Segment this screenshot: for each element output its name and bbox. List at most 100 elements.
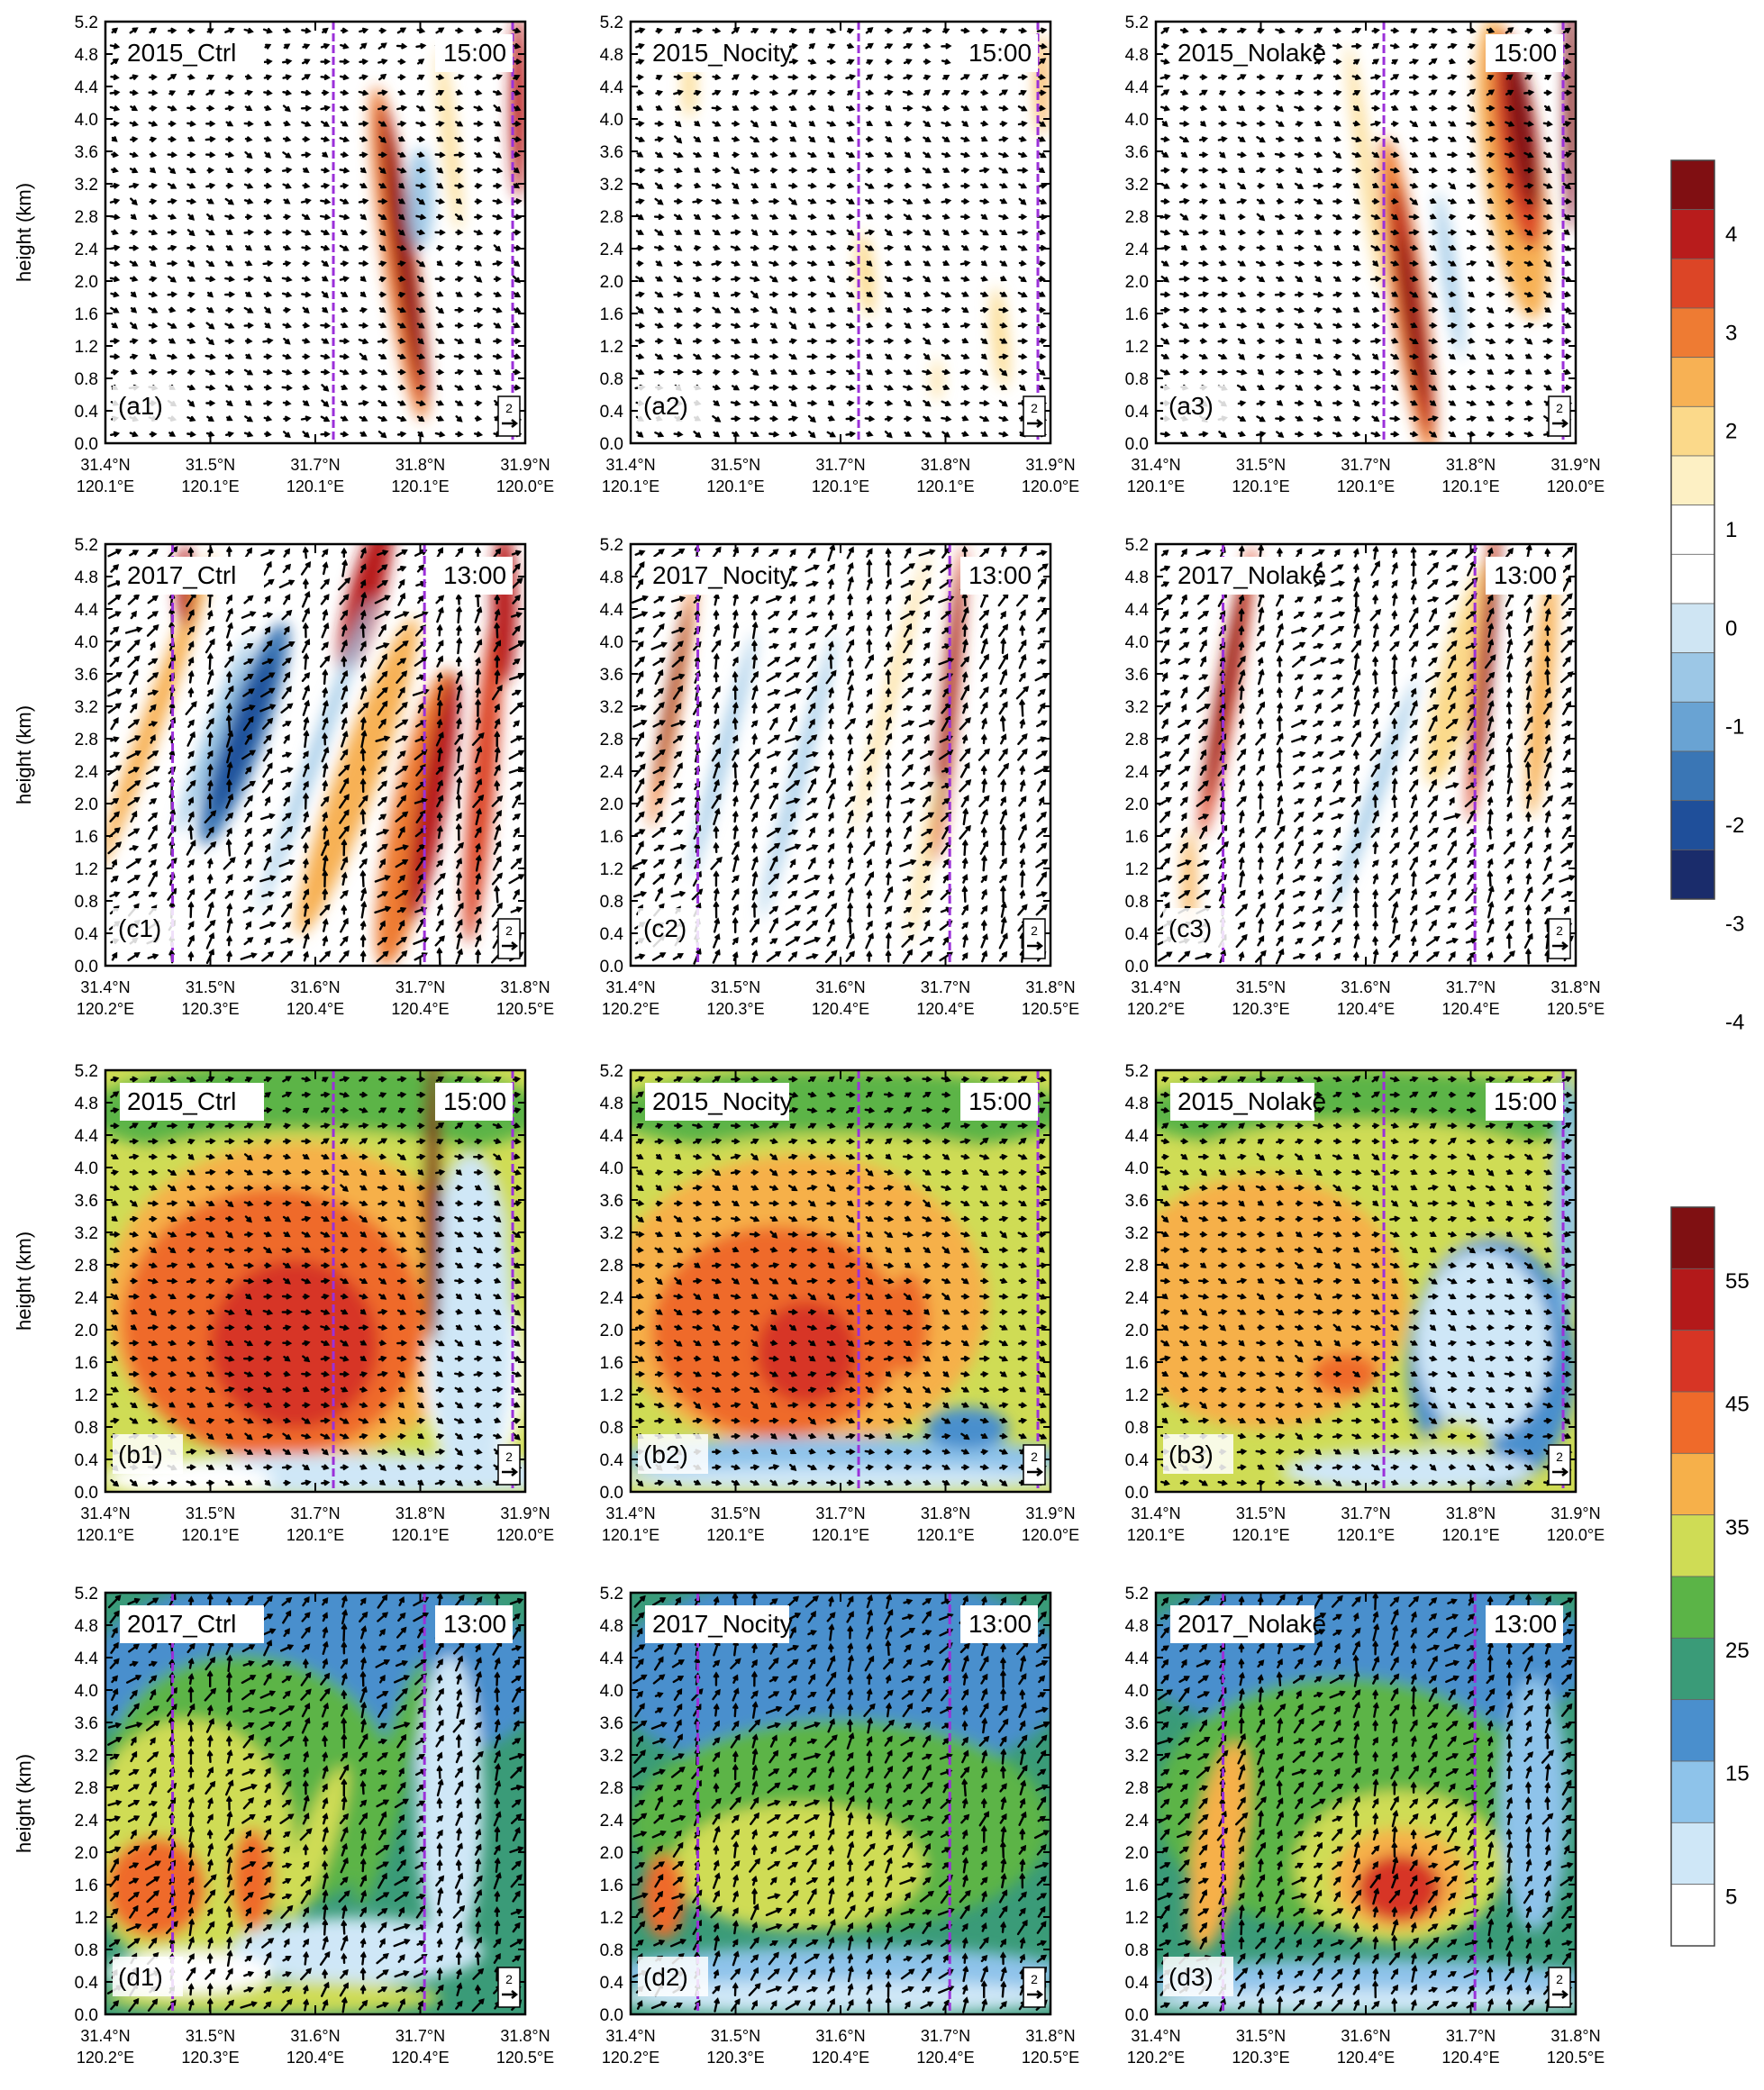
colorbar-segment [1670,849,1715,900]
case-label-box [1170,557,1314,595]
y-tick-label: 1.6 [600,1876,623,1895]
shaded-field [631,1070,1050,1492]
panel-row-c: height (km) 5.2 4.8 4.4 4.0 3.6 3.2 2.8 2.4 2.0 1.… [13,536,1605,1018]
x-tick-label-lat: 31.8°N [921,1504,970,1522]
reference-vector-value: 2 [1556,1449,1563,1464]
y-tick-label: 0.4 [1125,1974,1150,1993]
panel-letter: (d2) [643,1963,688,1991]
panel-d2: 5.2 4.8 4.4 4.0 3.6 3.2 2.8 2.4 2.0 1.6 1.2 0.8 0.4 0… [600,1585,1080,2067]
wind-vectors [109,27,523,439]
field-contour [938,569,962,822]
x-tick-label-lon: 120.1°E [286,477,344,495]
y-tick-label: 4.8 [1125,46,1149,65]
time-label: 15:00 [1494,39,1557,67]
y-tick-label: 2.0 [75,1844,98,1863]
colorbar-segment [1670,1760,1715,1823]
y-tick-label: 3.2 [600,176,623,195]
panel-letter: (d3) [1168,1963,1214,1991]
y-tick-label: 0.4 [75,1451,99,1470]
y-tick-label: 2.0 [1125,1844,1149,1863]
reference-vector-value: 2 [505,923,513,938]
y-tick-label: 1.2 [1125,860,1149,879]
x-tick-label-lon: 120.4°E [916,1000,974,1018]
x-tick-label-lat: 31.5°N [711,456,760,474]
y-tick-label: 1.2 [75,338,98,357]
y-tick-label: 0.0 [75,1484,98,1503]
case-label: 2017_Ctrl [127,561,236,589]
field-contour [1281,1449,1534,1492]
field-contour [406,672,459,922]
reference-vector-arrow [1552,419,1569,428]
y-tick-label: 4.0 [75,111,98,130]
x-tick-label-lon: 120.0°E [1022,1526,1079,1544]
y-axis-label: height (km) [13,183,35,282]
x-tick-label-lat: 31.8°N [396,1504,445,1522]
x-tick-label-lat: 31.5°N [1236,1504,1286,1522]
y-tick-label: 3.2 [1125,698,1149,717]
x-tick-label-lon: 120.4°E [812,1000,869,1018]
x-tick-label-lat: 31.5°N [1236,2027,1286,2045]
time-label: 13:00 [968,561,1032,589]
colorbar-segment [1670,1206,1715,1269]
x-tick-label-lat: 31.7°N [396,2027,445,2045]
colorbar-segment [1670,405,1715,457]
reference-vector-arrow [1552,941,1569,950]
time-label: 15:00 [1494,1087,1557,1115]
x-tick-label-lon: 120.2°E [602,1000,659,1018]
field-contour [385,128,423,379]
y-tick-label: 2.4 [75,241,99,259]
x-tick-label-lat: 31.8°N [1550,2027,1600,2045]
x-tick-label-lon: 120.3°E [181,1000,239,1018]
field-contour [231,1829,274,1931]
y-tick-label: 5.2 [1125,14,1149,32]
reference-vector-arrow [1027,419,1044,428]
y-tick-label: 2.4 [1125,1812,1150,1831]
case-label-box [120,1605,264,1643]
y-tick-label: 1.6 [1125,1354,1149,1373]
y-tick-label: 4.8 [600,1617,623,1636]
y-tick-label: 5.2 [1125,536,1149,555]
x-tick-label-lon: 120.1°E [812,1526,869,1544]
panel-letter-box [1163,908,1233,948]
x-tick-label-lat: 31.5°N [711,2027,760,2045]
x-tick-label-lon: 120.1°E [706,1526,764,1544]
x-tick-label-lat: 31.4°N [1131,1504,1180,1522]
panel-c1: 5.2 4.8 4.4 4.0 3.6 3.2 2.8 2.4 2.0 1.6 1.2 0.8 0.4 0… [75,536,555,1018]
x-tick-label-lon: 120.1°E [706,477,764,495]
x-tick-label-lat: 31.8°N [396,456,445,474]
reference-vector-arrow [1027,1990,1044,1999]
field-contour [415,1656,484,1951]
x-tick-label-lon: 120.1°E [1127,477,1185,495]
colorbar-segment [1670,1822,1715,1886]
time-label-box [960,557,1038,595]
y-tick-label: 2.8 [1125,1257,1149,1276]
y-tick-label: 2.0 [600,273,623,292]
y-tick-label: 4.8 [600,46,623,65]
panel-letter-box [1163,1957,1233,1996]
y-tick-label: 1.6 [1125,1876,1149,1895]
x-tick-label-lat: 31.5°N [186,2027,235,2045]
y-tick-label: 4.8 [75,1095,98,1113]
y-tick-label: 0.4 [600,1451,624,1470]
x-tick-label-lat: 31.4°N [80,1504,130,1522]
y-tick-label: 1.2 [75,860,98,879]
field-contour [1398,232,1425,401]
wind-vectors [632,1593,1050,2013]
field-contour [463,607,503,944]
y-tick-label: 5.2 [75,14,98,32]
y-tick-label: 2.8 [75,731,98,750]
time-label: 13:00 [443,1610,506,1638]
x-tick-label-lon: 120.2°E [77,2049,134,2067]
case-label-box [645,1083,789,1121]
x-tick-label-lat: 31.4°N [605,2027,655,2045]
x-tick-label-lat: 31.4°N [1131,978,1180,996]
y-tick-label: 2.4 [1125,241,1150,259]
time-label: 15:00 [968,1087,1032,1115]
time-label-box [960,1605,1038,1643]
case-label-box [120,1083,264,1121]
x-tick-label-lat: 31.9°N [1550,1504,1600,1522]
x-tick-label-lat: 31.8°N [1446,1504,1496,1522]
colorbar-reflectivity: 55 45 35 25 15 5 [1670,1206,1750,1947]
case-label: 2017_Nocity [652,561,793,589]
